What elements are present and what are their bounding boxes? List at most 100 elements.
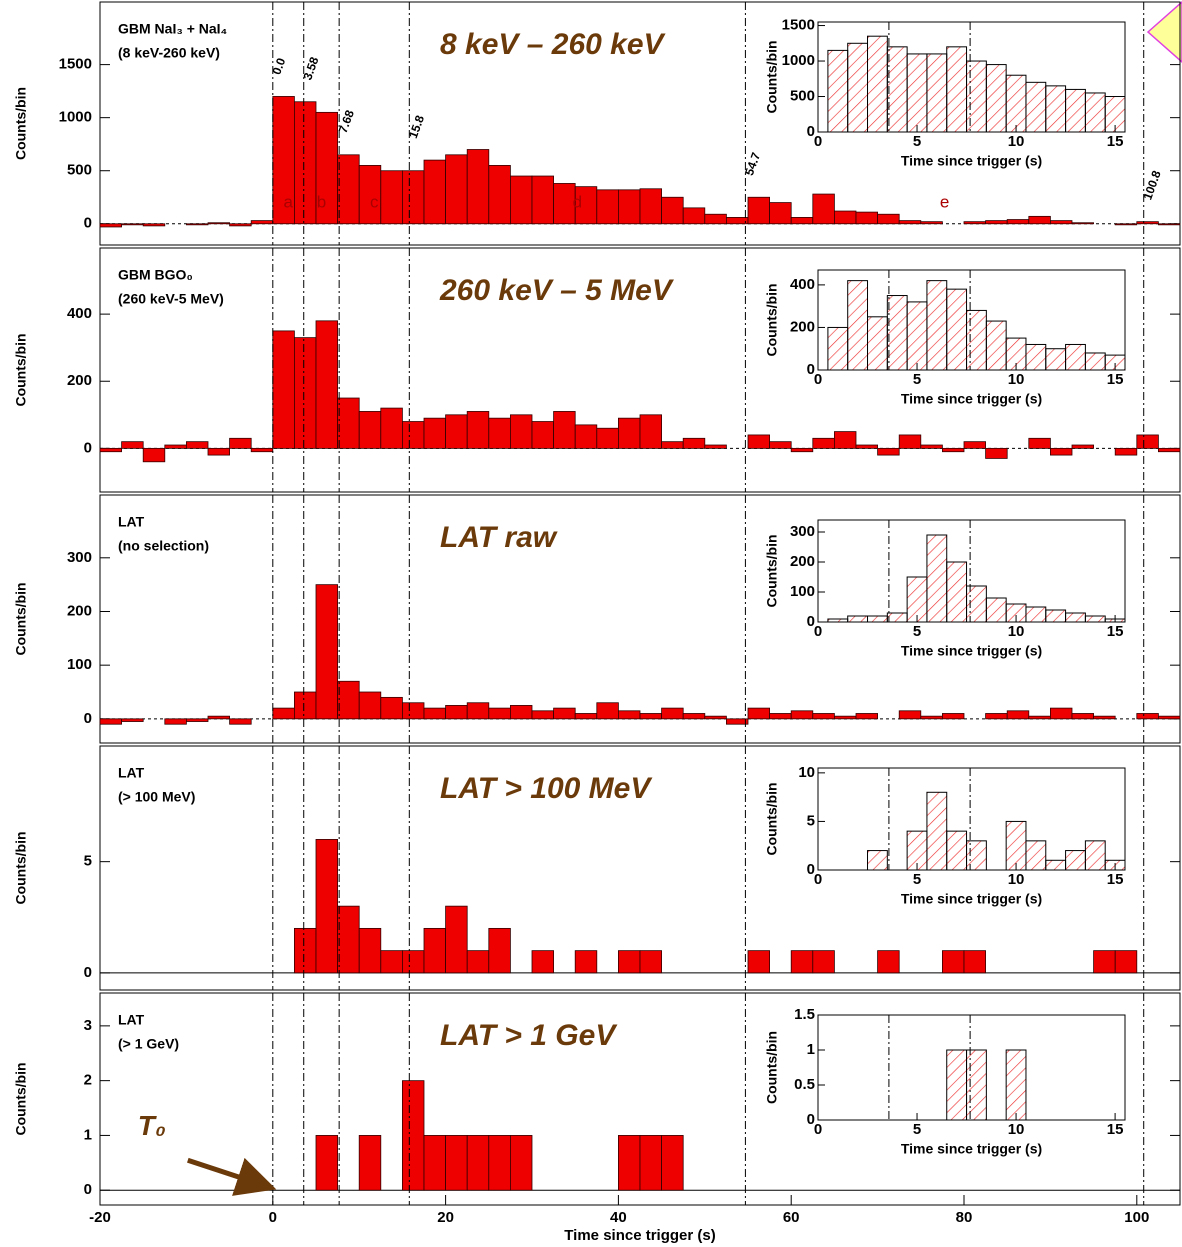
- bar: [466, 702, 490, 720]
- x-tick-label: 40: [610, 1209, 627, 1226]
- bar: [1114, 950, 1138, 974]
- bar: [1028, 437, 1051, 449]
- bar: [946, 46, 968, 133]
- bar: [272, 330, 295, 449]
- inset-y-axis-label: Counts/bin: [764, 782, 780, 855]
- bar: [942, 447, 965, 453]
- bar: [639, 188, 663, 225]
- bar: [337, 397, 360, 449]
- bar: [985, 713, 1008, 720]
- bar: [337, 905, 360, 974]
- bar: [142, 223, 166, 227]
- bar: [790, 950, 814, 974]
- bar: [812, 713, 835, 720]
- inset-y-tick-label: 0: [807, 613, 815, 630]
- inset-x-tick-label: 0: [814, 871, 822, 888]
- inset-y-tick-label: 0: [807, 361, 815, 378]
- bar: [229, 718, 252, 725]
- marker-label: 3.58: [300, 55, 321, 82]
- bar: [380, 696, 403, 720]
- bar: [1065, 88, 1086, 133]
- inset-x-tick-label: 10: [1008, 371, 1025, 388]
- bar: [827, 49, 849, 133]
- bar: [229, 223, 252, 227]
- bar: [488, 165, 511, 225]
- bar: [596, 189, 619, 225]
- inset-frame: [817, 767, 1126, 871]
- y-tick-label: 1000: [59, 109, 92, 126]
- y-tick-label: 400: [67, 305, 92, 322]
- bar: [769, 202, 792, 225]
- bar: [834, 431, 857, 449]
- bar: [906, 53, 928, 133]
- inset-y-tick-label: 200: [790, 553, 815, 570]
- bar: [423, 417, 447, 449]
- panel-label: LAT: [118, 1012, 145, 1028]
- bar: [531, 950, 555, 974]
- bar: [966, 60, 987, 133]
- bar: [898, 220, 922, 225]
- panel-label: (260 keV-5 MeV): [118, 291, 224, 307]
- bar: [1065, 612, 1086, 623]
- panel-label: (8 keV-260 keV): [118, 45, 220, 61]
- bar: [898, 710, 922, 720]
- bar: [1084, 615, 1106, 623]
- inset-frame: [817, 21, 1126, 133]
- inset-y-tick-label: 0.5: [794, 1076, 815, 1093]
- inset-y-axis-label: Counts/bin: [764, 283, 780, 356]
- panel-label: (> 100 MeV): [118, 789, 195, 805]
- segment-label: c: [370, 192, 379, 211]
- inset-y-tick-label: 1500: [782, 17, 815, 34]
- y-tick-label: 3: [84, 1017, 92, 1034]
- bar: [847, 615, 869, 623]
- bar: [682, 713, 706, 720]
- bar: [358, 691, 382, 720]
- bar: [946, 1049, 968, 1121]
- bar: [877, 213, 900, 225]
- bar: [946, 561, 968, 623]
- bar: [790, 710, 814, 720]
- x-tick-label: 0: [269, 1209, 277, 1226]
- bar: [1114, 223, 1138, 226]
- inset-y-axis-label: Counts/bin: [764, 1031, 780, 1104]
- bar: [488, 417, 511, 449]
- bar: [250, 447, 274, 453]
- bar: [1006, 710, 1030, 720]
- bar: [380, 950, 403, 974]
- inset-y-tick-label: 0: [807, 123, 815, 140]
- bar: [315, 320, 339, 449]
- bar: [834, 210, 857, 225]
- inset-x-tick-label: 15: [1107, 1121, 1124, 1138]
- bar: [1084, 840, 1106, 871]
- inset-y-tick-label: 300: [790, 523, 815, 540]
- bar: [985, 597, 1007, 623]
- inset-y-tick-label: 1000: [782, 52, 815, 69]
- bar: [1065, 343, 1086, 371]
- bar: [1050, 220, 1073, 225]
- bar: [272, 707, 295, 720]
- bar: [401, 702, 425, 720]
- bar: [877, 447, 900, 456]
- bar: [1025, 343, 1047, 371]
- bar: [966, 309, 987, 371]
- bar: [293, 101, 317, 225]
- bar: [121, 441, 144, 449]
- bar: [1045, 348, 1067, 371]
- bar: [423, 927, 447, 974]
- bar: [704, 444, 727, 449]
- y-axis-label: Counts/bin: [13, 333, 29, 406]
- bar: [358, 411, 382, 449]
- bar: [1005, 820, 1027, 871]
- panel-title: 260 keV – 5 MeV: [439, 274, 675, 307]
- bar: [1136, 221, 1159, 225]
- bar: [1158, 447, 1181, 453]
- bar: [966, 1049, 987, 1121]
- panel-frame: [99, 992, 1181, 1206]
- bar: [618, 710, 641, 720]
- bar: [401, 950, 425, 974]
- inset-y-tick-label: 500: [790, 87, 815, 104]
- bar: [812, 950, 835, 974]
- segment-label: a: [284, 192, 294, 211]
- segment-label: e: [940, 192, 949, 211]
